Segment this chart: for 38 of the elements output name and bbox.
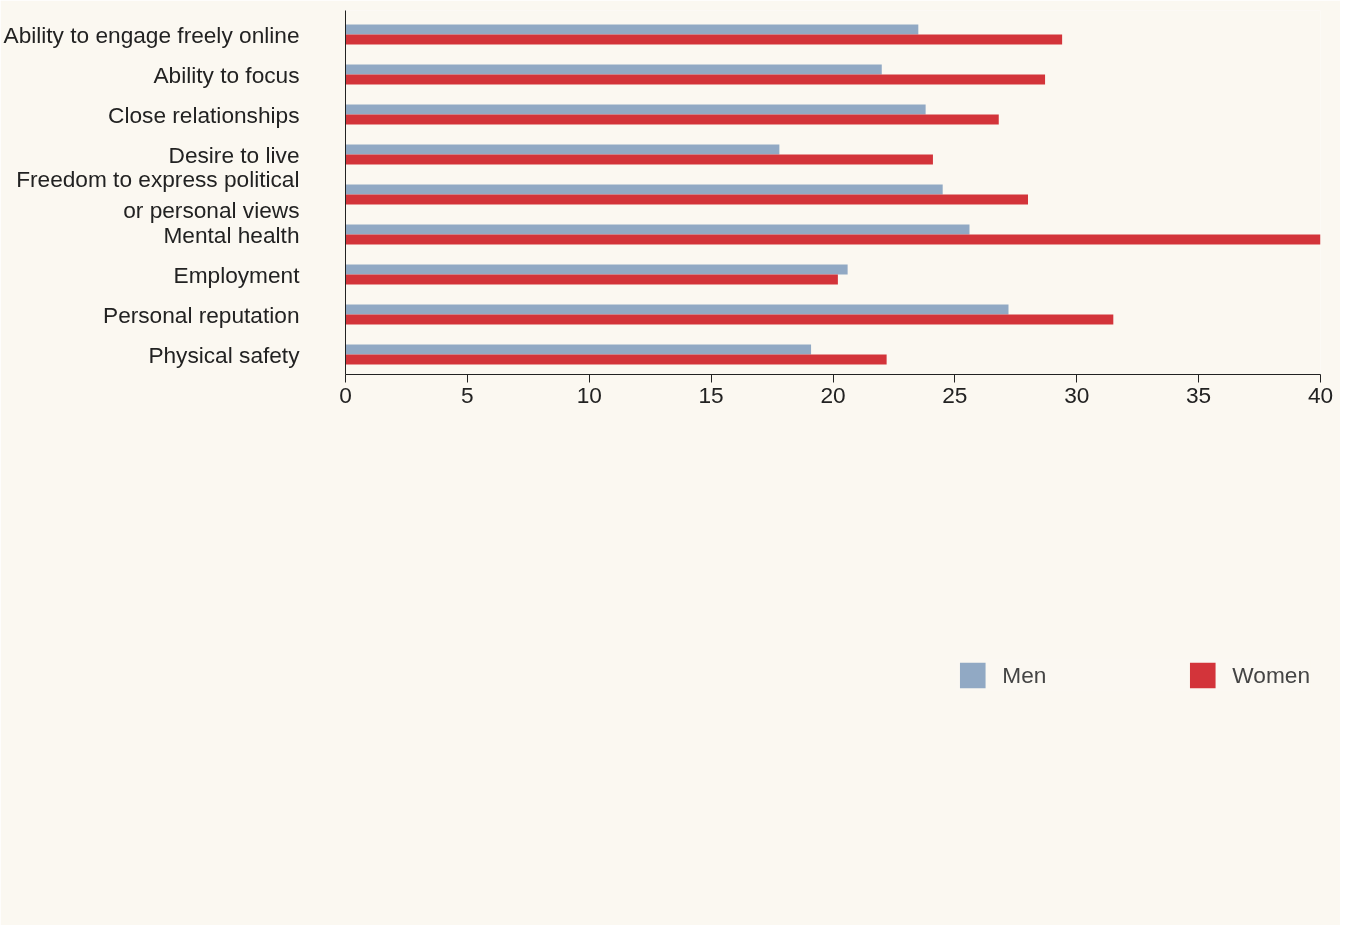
bar xyxy=(345,64,882,75)
bar xyxy=(345,224,970,235)
x-tick-label: 25 xyxy=(942,381,968,408)
y-tick-label: Employment xyxy=(173,261,301,288)
y-tick-label: Desire to live xyxy=(168,141,300,168)
bar xyxy=(345,144,780,155)
bar xyxy=(345,344,812,355)
y-tick-label: Close relationships xyxy=(108,101,300,128)
x-tick-label: 10 xyxy=(576,381,602,408)
bar xyxy=(345,354,887,365)
y-tick-label: Ability to engage freely online xyxy=(3,21,300,48)
x-tick-label: 0 xyxy=(339,381,352,408)
y-tick-label: Ability to focus xyxy=(153,61,300,88)
x-tick-label: 15 xyxy=(698,381,724,408)
y-tick-label: Freedom to express political or personal views xyxy=(16,165,300,224)
bar xyxy=(345,264,848,275)
bar xyxy=(345,184,943,195)
bar xyxy=(345,194,1028,205)
x-tick-label: 35 xyxy=(1186,381,1212,408)
bar xyxy=(345,274,838,285)
bar xyxy=(345,34,1063,45)
bar xyxy=(345,154,933,165)
x-tick-label: 40 xyxy=(1307,381,1334,408)
legend-label: Women xyxy=(1232,661,1310,689)
x-tick-label: 30 xyxy=(1064,381,1090,408)
bar xyxy=(345,74,1046,85)
bar xyxy=(345,234,1321,245)
bar xyxy=(345,314,1114,325)
bar xyxy=(345,24,919,35)
x-tick-label: 5 xyxy=(461,381,474,408)
y-tick-label: Mental health xyxy=(163,221,300,248)
y-tick-label: Personal reputation xyxy=(103,301,300,328)
bar xyxy=(345,304,1009,315)
y-tick-label: Physical safety xyxy=(148,341,301,368)
bar xyxy=(345,114,999,125)
bar xyxy=(345,104,926,115)
legend-label: Men xyxy=(1002,661,1047,689)
x-tick-label: 20 xyxy=(820,381,846,408)
